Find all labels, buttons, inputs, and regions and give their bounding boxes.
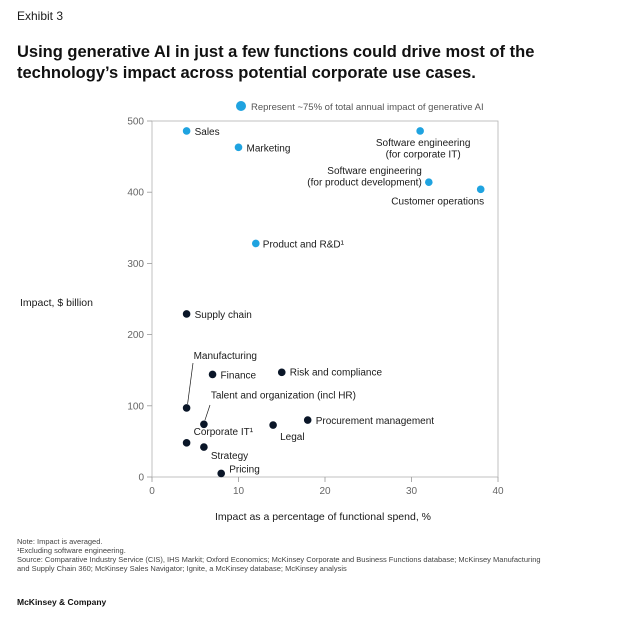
point-label: Procurement management — [316, 416, 435, 427]
point-label: Product and R&D¹ — [263, 239, 345, 250]
point-highlight — [252, 239, 260, 248]
x-tick-label: 0 — [149, 486, 155, 497]
point-highlight — [182, 127, 191, 135]
brand-logo-text: McKinsey & Company — [17, 597, 107, 607]
point-label: Talent and organization (incl HR) — [211, 390, 356, 401]
point-label: Legal — [280, 432, 304, 443]
point-label: Corporate IT¹ — [194, 427, 254, 438]
legend-label: Represent ~75% of total annual impact of… — [251, 102, 484, 113]
footnotes: Note: Impact is averaged. ¹Excluding sof… — [17, 537, 617, 573]
point — [200, 443, 208, 451]
point-label: Strategy — [211, 451, 248, 462]
point — [182, 310, 191, 318]
point-label: Manufacturing — [194, 351, 257, 362]
point-highlight — [234, 143, 243, 152]
point — [303, 416, 312, 424]
point — [277, 368, 286, 377]
point-label: Software engineering (for product develop… — [307, 166, 422, 189]
point — [200, 420, 208, 429]
exhibit-label: Exhibit 3 — [17, 9, 64, 23]
point-label: Supply chain — [195, 310, 252, 321]
point-label: Software engineering (for corporate IT) — [376, 138, 471, 161]
y-tick-label: 100 — [127, 401, 144, 412]
point — [182, 404, 191, 412]
point-label: Customer operations — [391, 196, 484, 207]
point — [217, 469, 225, 478]
y-tick-label: 200 — [127, 330, 144, 341]
note-line: and Supply Chain 360; McKinsey Sales Nav… — [17, 564, 347, 573]
point-label: Marketing — [247, 143, 291, 154]
axes: 0 100 200 300 400 500 0 10 20 30 40 Impact, $ billi… — [20, 117, 504, 524]
legend: Represent ~75% of total annual impact of… — [236, 101, 484, 113]
point — [208, 370, 217, 379]
point-label: Finance — [221, 370, 257, 381]
point-label: Pricing — [229, 464, 260, 475]
x-tick-label: 40 — [492, 486, 504, 497]
leader-line — [204, 404, 211, 421]
point-highlight — [425, 178, 433, 187]
point-label: Risk and compliance — [290, 367, 383, 378]
y-tick-label: 0 — [138, 473, 144, 484]
note-line: Source: Comparative Industry Service (CI… — [17, 555, 541, 564]
y-tick-label: 500 — [127, 117, 144, 128]
scatter-chart: 0 100 200 300 400 500 0 10 20 30 40 Impact, $ billi… — [20, 101, 504, 524]
note-line: ¹Excluding software engineering. — [17, 546, 126, 555]
chart-title: Using generative AI in just a few functi… — [17, 43, 535, 82]
data-points — [182, 127, 485, 478]
point-label: Sales — [195, 127, 220, 138]
point-highlight — [416, 127, 424, 135]
leader-line — [187, 362, 194, 404]
x-tick-label: 20 — [319, 486, 331, 497]
x-tick-label: 30 — [406, 486, 418, 497]
y-axis-label: Impact, $ billion — [20, 297, 93, 309]
point — [269, 421, 277, 429]
point-labels: Sales Marketing Software engineering (for c… — [187, 127, 484, 475]
point-highlight — [476, 185, 485, 194]
legend-marker — [236, 101, 246, 111]
x-axis-label: Impact as a percentage of functional spe… — [215, 511, 431, 523]
note-line: Note: Impact is averaged. — [17, 537, 103, 546]
y-tick-label: 400 — [127, 188, 144, 199]
point — [182, 439, 191, 447]
x-tick-label: 10 — [233, 486, 245, 497]
y-tick-label: 300 — [127, 259, 144, 270]
